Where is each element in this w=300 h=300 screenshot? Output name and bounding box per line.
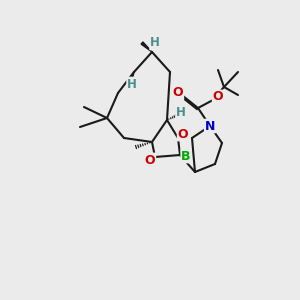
Text: O: O (173, 86, 183, 100)
Text: O: O (178, 128, 188, 140)
Polygon shape (141, 42, 152, 52)
Polygon shape (129, 72, 134, 83)
Text: H: H (150, 37, 160, 50)
Text: B: B (181, 149, 191, 163)
Text: H: H (127, 77, 137, 91)
Text: O: O (213, 91, 223, 103)
Text: N: N (205, 119, 215, 133)
Text: H: H (176, 106, 186, 118)
Text: O: O (145, 154, 155, 166)
